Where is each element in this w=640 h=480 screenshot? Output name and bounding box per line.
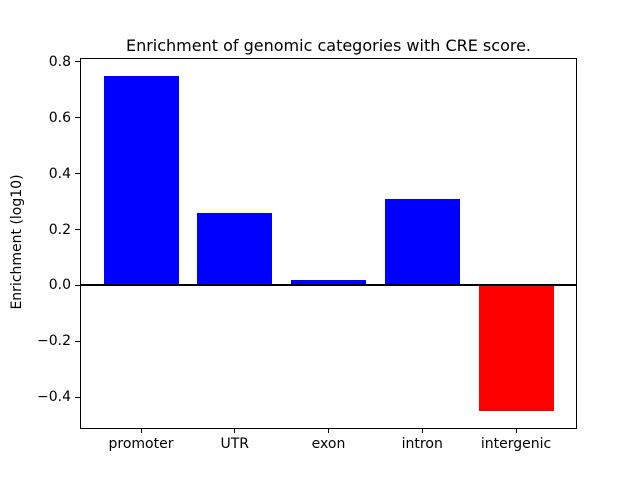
y-tick-label: 0.0	[48, 277, 71, 294]
y-tick-label: 0.2	[48, 221, 71, 238]
zero-line	[81, 284, 576, 287]
x-tick	[234, 428, 236, 433]
x-tick-label-exon: exon	[311, 436, 346, 452]
bar-intron	[384, 198, 460, 286]
bar-promoter	[103, 75, 179, 286]
bar-intergenic	[478, 285, 554, 412]
x-tick	[515, 428, 517, 433]
y-tick	[75, 396, 80, 398]
plot-area: 0.8 0.6 0.4 0.2 0.0 −0.2 −0.4 promoter UTR exon in…	[37, 54, 577, 452]
x-tick	[140, 428, 142, 433]
chart-title: Enrichment of genomic categories with CR…	[125, 36, 532, 55]
y-tick-label: 0.6	[48, 109, 71, 126]
y-tick-label: −0.2	[37, 333, 71, 350]
x-tick-label-promoter: promoter	[108, 436, 174, 452]
bar-UTR	[197, 212, 273, 286]
y-tick	[75, 340, 80, 342]
y-tick-label: 0.8	[48, 53, 71, 70]
y-tick	[75, 229, 80, 231]
y-tick	[75, 117, 80, 119]
x-tick-label-intergenic: intergenic	[480, 436, 552, 452]
x-tick	[328, 428, 329, 433]
x-tick-label-intron: intron	[401, 436, 443, 452]
y-tick-label: −0.4	[37, 389, 71, 406]
y-tick-label: 0.4	[48, 165, 71, 182]
bar-exon	[291, 279, 366, 286]
y-tick	[75, 284, 80, 286]
y-tick	[75, 61, 80, 63]
y-tick	[75, 173, 80, 175]
x-tick	[421, 428, 423, 433]
x-tick-label-UTR: UTR	[220, 436, 250, 452]
